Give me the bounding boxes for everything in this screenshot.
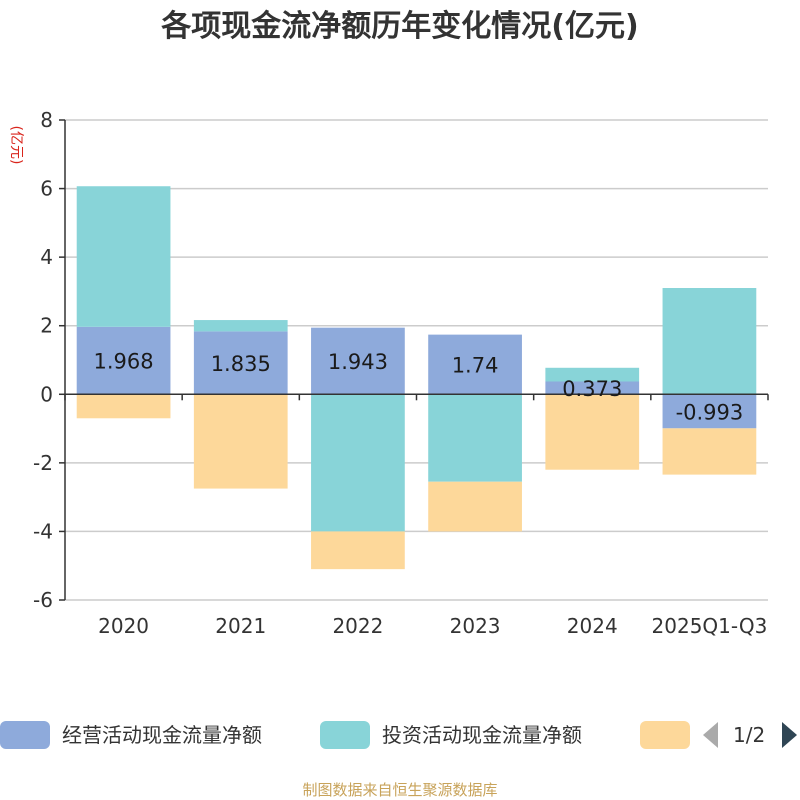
data-label-2020: 1.968 <box>94 350 154 374</box>
legend-next-arrow-icon[interactable] <box>782 722 797 748</box>
y-axis-unit-label: (亿元) <box>8 126 24 165</box>
legend-prev-arrow-icon[interactable] <box>703 722 718 748</box>
legend-label-2[interactable]: 投资活动现金流量净额 <box>382 723 582 747</box>
data-labels: 1.968 1.835 1.943 1.74 0.373 -0.993 <box>94 350 744 425</box>
legend-label-1[interactable]: 经营活动现金流量净额 <box>62 723 262 747</box>
data-label-2023: 1.74 <box>452 353 499 377</box>
y-tick-label: 6 <box>40 177 53 201</box>
axes: 8 6 4 2 0 -2 -4 -6 2020 2021 2022 2023 2024 2025Q1-Q3 <box>33 108 769 638</box>
legend: 经营活动现金流量净额 投资活动现金流量净额 1/2 <box>0 721 797 749</box>
x-tick-label: 2025Q1-Q3 <box>652 614 768 638</box>
bar-series-3-2023 <box>428 481 522 532</box>
bar-series-1-2021 <box>193 331 288 395</box>
y-tick-label: 2 <box>40 314 53 338</box>
x-tick-label: 2020 <box>98 614 149 638</box>
gridlines <box>65 119 768 601</box>
bar-series-2-2025Q1-Q3 <box>662 288 757 395</box>
legend-page-indicator: 1/2 <box>733 723 765 747</box>
bar-series-2-2023 <box>428 394 522 482</box>
legend-swatch-2[interactable] <box>320 721 370 749</box>
bar-series-3-2020 <box>76 394 171 419</box>
bar-series-1-2024 <box>545 381 640 395</box>
source-note: 制图数据来自恒生聚源数据库 <box>302 781 497 799</box>
bar-series-1-2022 <box>311 327 405 395</box>
x-tick-label: 2024 <box>567 614 618 638</box>
y-tick-label: 8 <box>40 108 53 132</box>
bar-series-1-2023 <box>428 334 522 395</box>
bar-series-2-2021 <box>193 320 288 332</box>
x-tick-label: 2022 <box>332 614 383 638</box>
bars <box>76 186 757 570</box>
data-label-2022: 1.943 <box>328 350 388 374</box>
bar-series-1-2020 <box>76 326 171 395</box>
bar-series-3-2022 <box>311 531 405 570</box>
y-tick-label: 4 <box>40 245 53 269</box>
x-tick-label: 2023 <box>450 614 501 638</box>
bar-series-3-2025Q1-Q3 <box>662 428 757 475</box>
bar-series-2-2022 <box>311 394 405 532</box>
chart-title: 各项现金流净额历年变化情况(亿元) <box>160 9 638 44</box>
bar-series-1-2025Q1-Q3 <box>662 394 757 429</box>
bar-series-3-2024 <box>545 394 640 470</box>
y-tick-label: -4 <box>33 519 53 543</box>
data-label-2024: 0.373 <box>562 377 622 401</box>
bar-series-2-2020 <box>76 186 171 327</box>
y-tick-label: 0 <box>40 382 53 406</box>
bar-series-2-2024 <box>545 367 640 382</box>
data-label-2025Q1-Q3: -0.993 <box>676 400 744 424</box>
y-tick-label: -6 <box>33 588 53 612</box>
legend-swatch-3[interactable] <box>640 721 690 749</box>
x-tick-label: 2021 <box>215 614 266 638</box>
y-tick-label: -2 <box>33 451 53 475</box>
legend-swatch-1[interactable] <box>0 721 50 749</box>
data-label-2021: 1.835 <box>211 352 271 376</box>
bar-series-3-2021 <box>193 394 288 489</box>
